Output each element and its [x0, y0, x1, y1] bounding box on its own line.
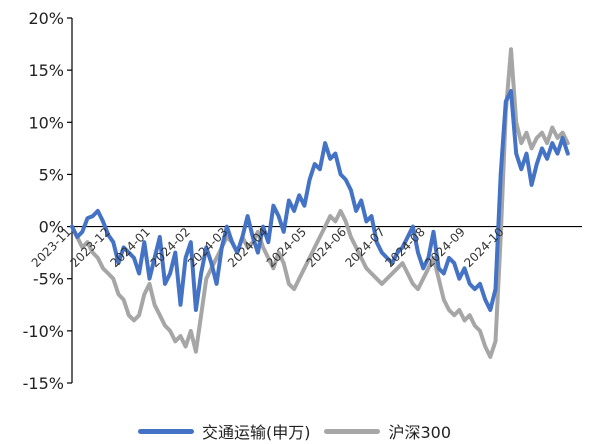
chart-legend: 交通运输(申万) 沪深300	[0, 420, 589, 442]
y-tick-label: 0%	[39, 218, 64, 237]
legend-swatch-csi300	[324, 428, 381, 434]
y-tick-label: 20%	[28, 9, 64, 28]
y-tick-label: -15%	[23, 374, 64, 393]
y-tick-label: 10%	[28, 113, 64, 132]
x-tick-label: 2024-06	[304, 225, 349, 270]
legend-swatch-transport	[137, 428, 194, 434]
y-tick-label: -5%	[33, 270, 64, 289]
legend-item-csi300: 沪深300	[324, 419, 451, 443]
legend-item-transport: 交通运输(申万)	[137, 419, 311, 443]
series-lines	[70, 47, 570, 359]
legend-label-csi300: 沪深300	[388, 423, 452, 442]
y-axis-tick-labels: 20% 15% 10% 5% 0% -5% -10% -15%	[23, 9, 64, 393]
y-tick-label: 5%	[39, 165, 64, 184]
y-tick-label: -10%	[23, 322, 64, 341]
series-line-csi300	[70, 47, 570, 359]
y-axis-tick-marks	[67, 17, 72, 384]
y-tick-label: 15%	[28, 61, 64, 80]
legend-label-transport: 交通运输(申万)	[201, 423, 311, 442]
series-line-transport	[70, 89, 570, 312]
